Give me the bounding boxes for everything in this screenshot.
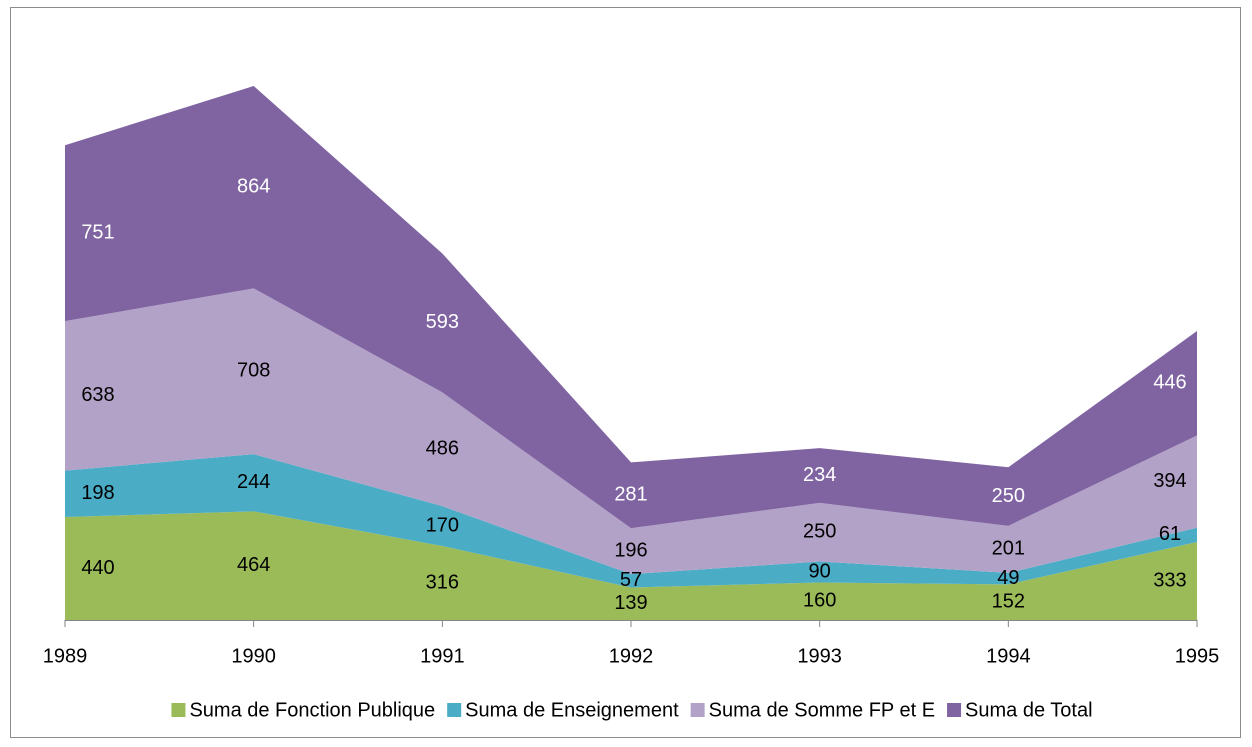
data-label: 638: [81, 384, 114, 406]
data-label: 160: [803, 590, 836, 612]
data-label: 49: [997, 567, 1019, 589]
x-tick-label: 1990: [231, 645, 276, 667]
data-label: 446: [1153, 371, 1186, 393]
data-label: 57: [620, 569, 642, 591]
area: [65, 288, 1197, 575]
legend-label: Suma de Fonction Publique: [189, 699, 435, 721]
data-label: 90: [809, 560, 831, 582]
legend: Suma de Fonction Publique Suma de Enseign…: [171, 699, 1093, 721]
data-label: 196: [614, 539, 647, 561]
legend-swatch: [690, 703, 705, 717]
legend-swatch: [947, 703, 962, 717]
data-label: 394: [1153, 470, 1186, 492]
x-tick-label: 1995: [1175, 645, 1220, 667]
data-label: 244: [237, 471, 270, 493]
data-label: 864: [237, 175, 270, 197]
data-label: 250: [803, 520, 836, 542]
area: [65, 511, 1197, 620]
x-tick-label: 1991: [420, 645, 465, 667]
data-label: 333: [1153, 569, 1186, 591]
data-label: 61: [1159, 523, 1181, 545]
data-label: 464: [237, 554, 270, 576]
data-label: 201: [992, 538, 1025, 560]
data-label: 152: [992, 590, 1025, 612]
data-label: 486: [426, 438, 459, 460]
legend-label: Suma de Total: [965, 699, 1093, 721]
legend-swatch: [447, 703, 462, 717]
data-label: 440: [81, 557, 114, 579]
data-label: 708: [237, 360, 270, 382]
x-tick-label: 1992: [609, 645, 654, 667]
area: [65, 454, 1197, 588]
x-tick-label: 1994: [986, 645, 1031, 667]
x-tick-label: 1989: [43, 645, 88, 667]
data-label: 281: [614, 484, 647, 506]
legend-label: Suma de Enseignement: [465, 699, 679, 721]
data-label: 170: [426, 514, 459, 536]
data-label: 139: [614, 592, 647, 614]
data-label: 316: [426, 571, 459, 593]
area: [65, 86, 1197, 529]
data-label: 751: [81, 221, 114, 243]
legend-label: Suma de Somme FP et E: [709, 699, 935, 721]
data-label: 593: [426, 311, 459, 333]
data-label: 234: [803, 464, 836, 486]
legend-swatch: [171, 703, 186, 717]
data-label: 250: [992, 485, 1025, 507]
x-tick-label: 1993: [797, 645, 842, 667]
data-label: 198: [81, 482, 114, 504]
